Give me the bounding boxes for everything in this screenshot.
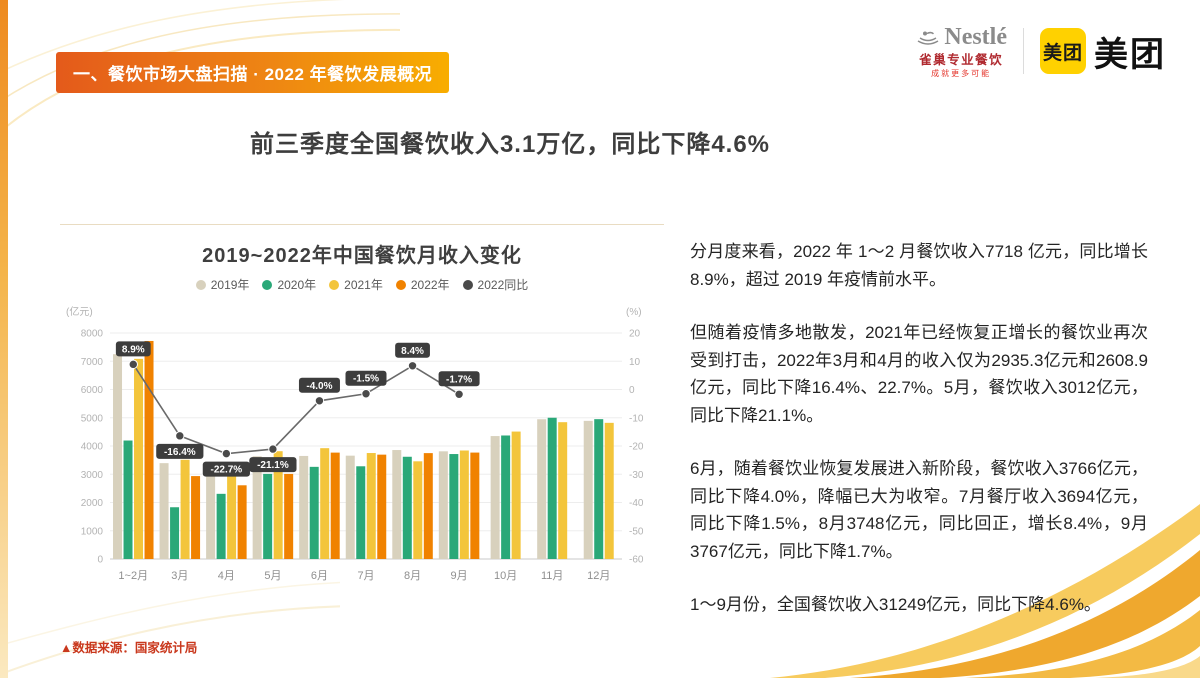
commentary-paragraph: 但随着疫情多地散发，2021年已经恢复正增长的餐饮业再次受到打击，2022年3月… bbox=[690, 323, 1148, 425]
svg-text:11月: 11月 bbox=[541, 570, 563, 582]
nestle-sub-text: 雀巢专业餐饮 bbox=[919, 52, 1004, 67]
svg-text:-10: -10 bbox=[629, 413, 644, 424]
svg-text:-22.7%: -22.7% bbox=[211, 465, 243, 476]
svg-text:4000: 4000 bbox=[81, 442, 104, 453]
nestle-logo: Nestlé 雀巢专业餐饮 成就更多可能 bbox=[915, 24, 1007, 78]
legend-label: 2019年 bbox=[210, 278, 250, 292]
svg-text:9月: 9月 bbox=[451, 570, 468, 582]
legend-dot bbox=[395, 279, 406, 290]
svg-text:0: 0 bbox=[629, 385, 635, 396]
legend-dot bbox=[462, 279, 473, 290]
legend-item: 2019年 bbox=[195, 276, 250, 293]
meituan-logo: 美团 美团 bbox=[1040, 27, 1166, 76]
page-title: 前三季度全国餐饮收入3.1万亿，同比下降4.6% bbox=[249, 131, 771, 158]
commentary-paragraph: 6月，随着餐饮业恢复发展进入新阶段，餐饮收入3766亿元，同比下降4.0%，降幅… bbox=[690, 459, 1148, 561]
svg-text:-60: -60 bbox=[629, 555, 644, 566]
svg-text:4月: 4月 bbox=[218, 570, 235, 582]
svg-text:6月: 6月 bbox=[311, 570, 328, 582]
nestle-wordmark: Nestlé bbox=[915, 24, 1007, 52]
svg-text:7月: 7月 bbox=[357, 570, 374, 582]
svg-text:-40: -40 bbox=[629, 498, 644, 509]
legend-label: 2020年 bbox=[277, 278, 317, 292]
commentary-paragraph: 1～9月份，全国餐饮收入31249亿元，同比下降4.6%。 bbox=[690, 595, 1101, 615]
legend-item: 2022年 bbox=[395, 276, 450, 293]
svg-text:20: 20 bbox=[629, 329, 641, 340]
logo-divider bbox=[1023, 28, 1024, 75]
svg-text:1~2月: 1~2月 bbox=[118, 570, 148, 582]
meituan-icon: 美团 bbox=[1040, 28, 1086, 75]
svg-text:6000: 6000 bbox=[81, 385, 104, 396]
commentary-panel: 分月度来看，2022 年 1～2 月餐饮收入7718 亿元，同比增长 8.9%，… bbox=[690, 224, 1148, 656]
nestle-brand-text: Nestlé bbox=[944, 24, 1007, 50]
nestle-tagline: 成就更多可能 bbox=[931, 68, 992, 78]
legend-label: 2022年 bbox=[410, 278, 450, 292]
legend-label: 2022同比 bbox=[477, 278, 529, 292]
svg-text:2000: 2000 bbox=[81, 498, 104, 509]
svg-text:0: 0 bbox=[97, 555, 103, 566]
svg-text:-16.4%: -16.4% bbox=[164, 447, 196, 458]
svg-text:-4.0%: -4.0% bbox=[306, 381, 332, 392]
legend-label: 2021年 bbox=[344, 278, 383, 292]
data-source-note: ▲数据来源：国家统计局 bbox=[60, 641, 198, 655]
legend-item: 2022同比 bbox=[462, 276, 529, 293]
svg-text:5月: 5月 bbox=[264, 570, 281, 582]
svg-text:-20: -20 bbox=[629, 442, 644, 453]
svg-text:5000: 5000 bbox=[81, 413, 104, 424]
legend-item: 2020年 bbox=[262, 276, 316, 293]
legend-dot bbox=[195, 279, 206, 290]
legend-item: 2021年 bbox=[329, 276, 383, 293]
svg-text:8.4%: 8.4% bbox=[401, 346, 424, 357]
brand-logos: Nestlé 雀巢专业餐饮 成就更多可能 美团 美团 bbox=[915, 24, 1166, 78]
svg-text:8.9%: 8.9% bbox=[122, 344, 145, 355]
svg-text:8000: 8000 bbox=[81, 329, 104, 340]
svg-text:-21.1%: -21.1% bbox=[257, 460, 289, 471]
chart-legend: 2019年 2020年 2021年 2022年 2022同比 bbox=[60, 276, 664, 293]
chart-panel: 2019~2022年中国餐饮月收入变化 2019年 2020年 2021年 2022年… bbox=[60, 224, 664, 656]
commentary-paragraph: 分月度来看，2022 年 1～2 月餐饮收入7718 亿元，同比增长 8.9%，… bbox=[690, 242, 1148, 289]
monthly-revenue-chart: 0 1000 2000 3000 4000 5000 6000 7000 8000 -60 -50 -… bbox=[66, 305, 644, 582]
svg-text:8月: 8月 bbox=[404, 570, 421, 582]
meituan-brand-text: 美团 bbox=[1094, 35, 1166, 74]
legend-dot bbox=[329, 279, 340, 290]
nestle-nest-icon bbox=[917, 31, 939, 45]
chart-title: 2019~2022年中国餐饮月收入变化 bbox=[202, 245, 522, 267]
svg-text:10月: 10月 bbox=[494, 570, 517, 582]
main-content: 2019~2022年中国餐饮月收入变化 2019年 2020年 2021年 2022年… bbox=[60, 224, 1148, 656]
svg-text:3月: 3月 bbox=[171, 570, 188, 582]
svg-text:10: 10 bbox=[629, 357, 641, 368]
svg-text:7000: 7000 bbox=[81, 357, 104, 368]
left-gradient-strip bbox=[0, 0, 8, 678]
svg-text:-1.7%: -1.7% bbox=[446, 374, 472, 385]
svg-text:3000: 3000 bbox=[81, 470, 104, 481]
svg-text:1000: 1000 bbox=[81, 526, 104, 537]
svg-text:-50: -50 bbox=[629, 526, 644, 537]
svg-text:(%): (%) bbox=[626, 307, 642, 318]
legend-dot bbox=[262, 279, 273, 290]
section-badge: 一、餐饮市场大盘扫描 · 2022 年餐饮发展概况 bbox=[56, 52, 450, 93]
svg-text:(亿元): (亿元) bbox=[66, 305, 93, 318]
svg-text:-30: -30 bbox=[629, 470, 644, 481]
svg-text:-1.5%: -1.5% bbox=[353, 374, 379, 385]
svg-text:12月: 12月 bbox=[587, 570, 610, 582]
